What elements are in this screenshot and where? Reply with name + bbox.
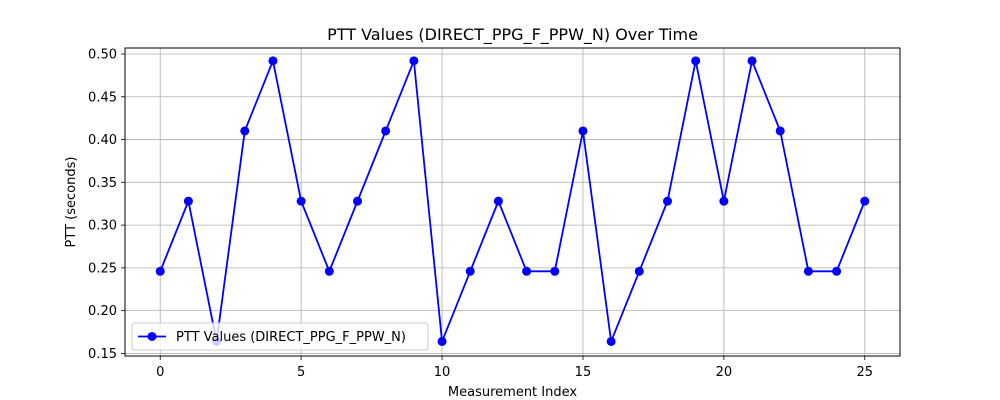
data-point <box>775 126 785 136</box>
data-point <box>183 196 193 206</box>
data-point <box>409 56 419 66</box>
data-point <box>832 266 842 276</box>
y-tick-label: 0.45 <box>88 90 117 105</box>
data-point <box>324 266 334 276</box>
plot-frame <box>124 47 901 357</box>
ticks: 0 5 10 15 20 25 0.15 0.20 0.25 0.30 0.35 0.40 0.45 0.… <box>88 47 873 380</box>
y-axis-label: PTT (seconds) <box>64 157 79 248</box>
x-axis-label: Measurement Index <box>448 385 577 400</box>
x-tick-label: 5 <box>297 365 305 380</box>
data-point <box>719 196 729 206</box>
data-point <box>522 266 532 276</box>
data-point <box>578 126 588 136</box>
y-tick-label: 0.20 <box>88 304 117 319</box>
data-point <box>437 336 447 346</box>
y-tick-label: 0.35 <box>88 176 117 191</box>
data-point <box>663 196 672 206</box>
legend-label: PTT Values (DIRECT_PPG_F_PPW_N) <box>176 330 406 345</box>
x-tick-label: 25 <box>856 365 873 380</box>
data-point <box>860 196 870 206</box>
data-point <box>606 336 616 346</box>
data-point <box>155 266 165 276</box>
data-point <box>381 126 391 136</box>
y-tick-label: 0.40 <box>88 133 117 148</box>
legend-box <box>131 322 429 351</box>
data-point <box>268 56 278 66</box>
data-point <box>634 266 644 276</box>
data-point <box>296 196 306 206</box>
legend: PTT Values (DIRECT_PPG_F_PPW_N) <box>131 322 429 351</box>
data-point <box>803 266 813 276</box>
data-point <box>691 56 701 66</box>
y-tick-label: 0.30 <box>88 219 117 234</box>
y-tick-label: 0.50 <box>88 47 117 62</box>
data-point <box>493 196 503 206</box>
grid <box>125 48 900 356</box>
data-point <box>465 266 475 276</box>
series-line <box>159 59 866 343</box>
data-point <box>747 56 757 66</box>
x-tick-label: 15 <box>575 365 592 380</box>
legend-point-marker <box>147 332 157 341</box>
y-tick-label: 0.15 <box>88 347 117 362</box>
data-point <box>353 196 362 206</box>
x-tick-label: 20 <box>716 365 733 380</box>
x-tick-label: 0 <box>156 365 164 380</box>
y-tick-label: 0.25 <box>88 261 117 276</box>
data-point <box>240 126 250 136</box>
data-point <box>550 266 560 276</box>
x-tick-label: 10 <box>434 365 451 380</box>
chart-title: PTT Values (DIRECT_PPG_F_PPW_N) Over Tim… <box>327 25 698 45</box>
